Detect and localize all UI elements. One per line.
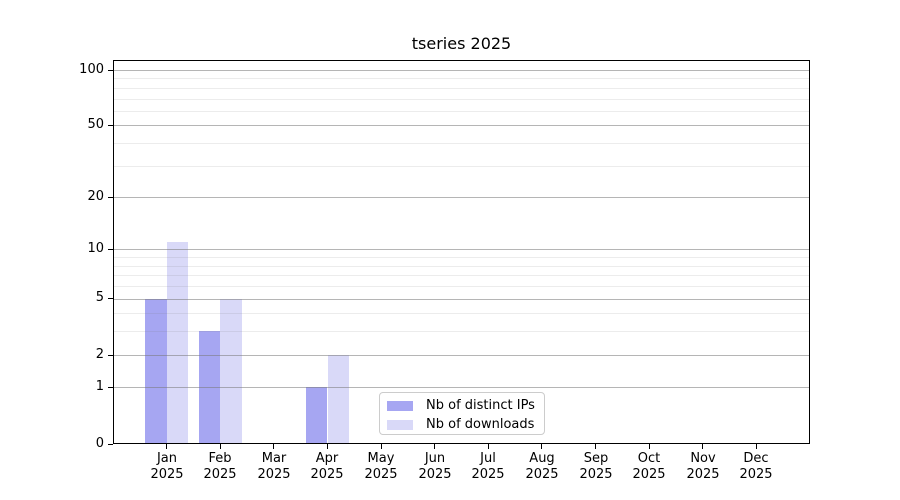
x-tick-month-nov: Nov [690,451,716,466]
x-tick-label-jan: Jan 2025 [124,451,210,482]
x-tick-oct [648,444,650,449]
legend-swatch-distinct-ips [387,400,413,411]
x-tick-year-mar: 2025 [257,466,291,482]
x-tick-month-aug: Aug [529,451,555,466]
plot-area [113,60,810,444]
minor-gridline-80 [114,87,809,89]
minor-gridline-60 [114,110,809,112]
x-tick-month-sep: Sep [583,451,609,466]
minor-gridline-40 [114,143,809,144]
legend-swatch-downloads [387,419,413,430]
y-tick-label-5: 5 [95,290,104,305]
x-tick-jul [487,444,489,449]
x-tick-label-dec: Dec 2025 [713,451,799,482]
major-gridline-50 [114,125,809,127]
x-tick-year-may: 2025 [364,466,398,482]
x-tick-jun [434,444,436,449]
y-tick-label-100: 100 [79,62,104,77]
x-tick-jan [166,444,168,449]
y-tick-label-1: 1 [95,379,104,394]
y-tick-2 [108,355,113,356]
x-tick-feb [219,444,221,449]
x-tick-dec [755,444,757,449]
major-gridline-2 [114,354,809,356]
x-tick-month-mar: Mar [261,451,287,466]
x-tick-label-aug: Aug 2025 [499,451,585,482]
x-tick-year-aug: 2025 [525,466,559,482]
minor-gridline-30 [114,165,809,167]
x-tick-year-dec: 2025 [739,466,773,482]
x-tick-year-apr: 2025 [310,466,344,482]
minor-gridline-70 [114,98,809,100]
minor-gridline-90 [114,78,809,80]
x-tick-year-feb: 2025 [203,466,237,482]
x-tick-label-sep: Sep 2025 [553,451,639,482]
major-gridline-20 [114,197,809,199]
minor-gridline-6 [114,286,809,287]
x-tick-year-jan: 2025 [150,466,184,482]
x-tick-label-jul: Jul 2025 [445,451,531,482]
bar-distinct-ips-jan [145,298,167,443]
legend-label-downloads: Nb of downloads [426,416,535,432]
major-gridline-100 [114,70,809,71]
x-tick-month-may: May [367,451,395,466]
x-tick-apr [327,444,328,449]
x-tick-label-oct: Oct 2025 [606,451,692,482]
x-tick-mar [273,444,275,449]
minor-gridline-4 [114,313,809,315]
x-tick-month-jul: Jul [480,451,496,466]
y-tick-10 [108,249,113,250]
x-tick-month-jan: Jan [156,451,178,466]
legend: Nb of distinct IPs Nb of downloads [379,392,545,435]
bar-downloads-feb [220,298,242,443]
x-tick-year-sep: 2025 [579,466,613,482]
x-tick-aug [541,444,543,449]
x-tick-year-oct: 2025 [632,466,666,482]
x-tick-label-nov: Nov 2025 [660,451,746,482]
minor-gridline-3 [114,331,809,333]
legend-label-distinct-ips: Nb of distinct IPs [426,397,535,413]
bar-downloads-jan [166,242,188,443]
minor-gridline-7 [114,275,809,277]
bar-downloads-apr [327,354,349,443]
minor-gridline-8 [114,265,809,267]
x-tick-label-apr: Apr 2025 [284,451,370,482]
y-tick-50 [108,125,113,126]
y-tick-label-20: 20 [87,189,104,204]
legend-item-downloads: Nb of downloads [387,416,544,433]
legend-item-distinct-ips: Nb of distinct IPs [387,397,544,414]
y-tick-5 [108,298,113,299]
x-tick-year-nov: 2025 [686,466,720,482]
x-tick-month-jun: Jun [424,451,446,466]
y-tick-label-2: 2 [95,347,104,362]
y-tick-0 [108,444,113,445]
bar-distinct-ips-feb [198,331,221,443]
x-tick-month-apr: Apr [315,451,339,466]
x-tick-year-jul: 2025 [471,466,505,482]
major-gridline-10 [114,249,809,251]
y-tick-label-0: 0 [95,436,104,451]
x-tick-label-feb: Feb 2025 [177,451,263,482]
x-tick-label-mar: Mar 2025 [231,451,317,482]
x-tick-month-dec: Dec [743,451,769,466]
y-tick-label-50: 50 [87,117,104,132]
x-tick-month-feb: Feb [208,451,232,466]
x-tick-label-may: May 2025 [338,451,424,482]
x-tick-label-jun: Jun 2025 [392,451,478,482]
y-tick-1 [108,387,113,388]
x-tick-year-jun: 2025 [418,466,452,482]
chart-title: tseries 2025 [411,34,512,53]
x-tick-may [380,444,382,449]
minor-gridline-9 [114,257,809,259]
y-tick-label-10: 10 [87,241,104,256]
major-gridline-1 [114,387,809,389]
y-tick-100 [108,70,113,71]
major-gridline-5 [114,298,809,300]
bar-distinct-ips-apr [306,387,328,443]
x-tick-month-oct: Oct [637,451,661,466]
y-tick-20 [108,197,113,198]
x-tick-sep [595,444,596,449]
x-tick-nov [702,444,704,449]
